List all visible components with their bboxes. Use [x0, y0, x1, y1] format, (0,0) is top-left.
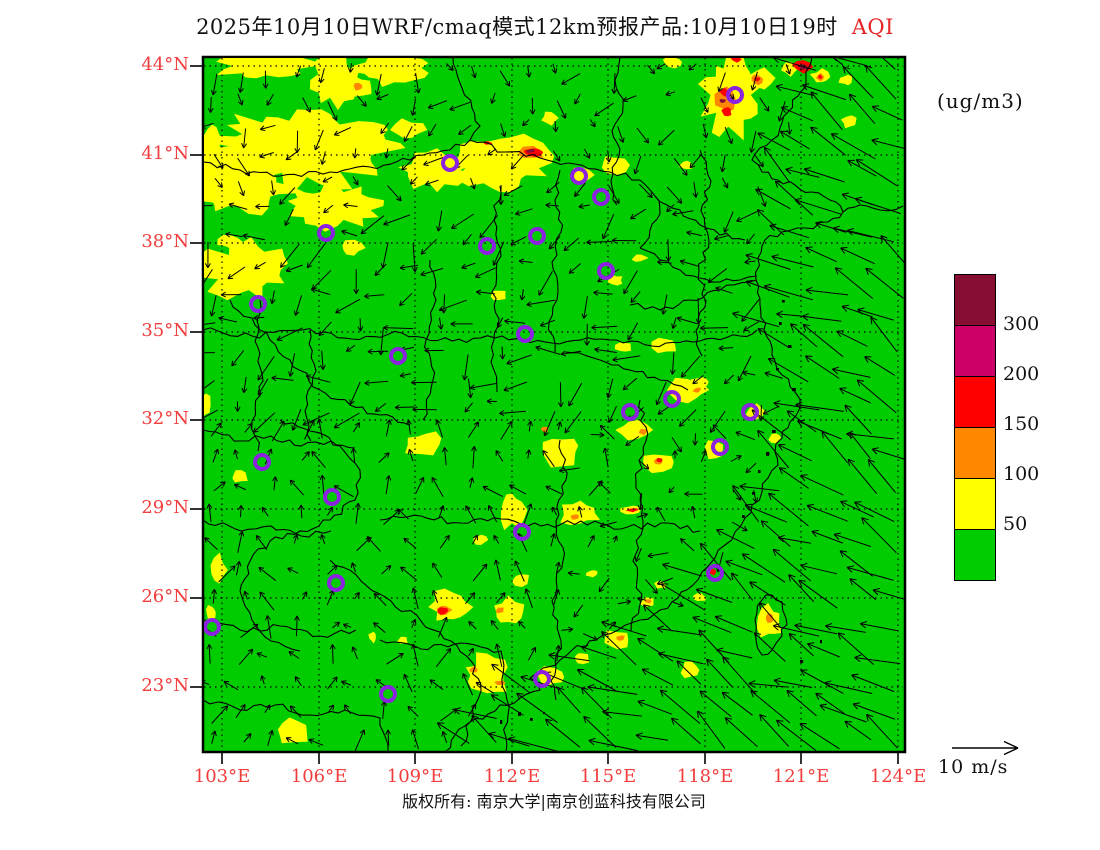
lon-tick-label: 121°E — [772, 766, 830, 787]
lon-tick-label: 103°E — [193, 766, 251, 787]
city-marker — [253, 453, 271, 471]
wind-reference-arrow-icon — [952, 740, 1019, 756]
city-marker — [513, 523, 531, 541]
title-text: 2025年10月10日WRF/cmaq模式12km预报产品:10月10日19时 — [196, 15, 838, 39]
colorbar-segment — [955, 428, 995, 479]
city-marker — [597, 262, 615, 280]
city-marker — [249, 295, 267, 313]
lon-tick-label: 124°E — [869, 766, 927, 787]
city-marker — [327, 574, 345, 592]
lon-tick-label: 118°E — [676, 766, 734, 787]
lat-tick-label: 26°N — [141, 586, 189, 607]
city-marker — [621, 403, 639, 421]
copyright-footer: 版权所有: 南京大学|南京创蓝科技有限公司 — [402, 792, 706, 811]
units-label: (ug/m3) — [937, 89, 1024, 113]
colorbar-segment — [955, 479, 995, 530]
city-marker — [516, 325, 534, 343]
colorbar-tick-label: 200 — [1003, 363, 1040, 385]
city-marker — [663, 390, 681, 408]
city-markers-layer — [204, 86, 759, 703]
colorbar-tick-label: 300 — [1003, 313, 1040, 335]
city-marker — [706, 564, 724, 582]
lat-tick-label: 23°N — [141, 675, 189, 696]
colorbar-tick-label: 50 — [1003, 513, 1028, 535]
page-title: 2025年10月10日WRF/cmaq模式12km预报产品:10月10日19时 A… — [0, 11, 1090, 41]
aqi-fill-layer — [204, 58, 857, 744]
colorbar-tick-label: 150 — [1003, 413, 1040, 435]
city-marker — [389, 347, 407, 365]
lat-tick-label: 29°N — [141, 497, 189, 518]
colorbar-segment — [955, 530, 995, 580]
lat-tick-label: 41°N — [141, 143, 189, 164]
city-marker — [533, 670, 551, 688]
city-marker — [323, 488, 341, 506]
colorbar — [954, 274, 996, 581]
colorbar-segment — [955, 275, 995, 326]
city-marker — [726, 86, 744, 104]
city-marker — [592, 188, 610, 206]
wind-reference-label: 10 m/s — [938, 756, 1009, 778]
map-layers — [204, 58, 904, 751]
city-marker — [570, 167, 588, 185]
lat-tick-label: 32°N — [141, 408, 189, 429]
lon-tick-label: 115°E — [579, 766, 637, 787]
city-marker — [528, 227, 546, 245]
wind-arrows-layer — [204, 58, 904, 751]
colorbar-segment — [955, 326, 995, 377]
city-marker — [379, 685, 397, 703]
lon-tick-label: 112°E — [483, 766, 541, 787]
city-marker — [204, 618, 221, 636]
city-marker — [711, 438, 729, 456]
forecast-map — [190, 55, 907, 764]
city-marker — [317, 224, 335, 242]
lon-tick-label: 106°E — [290, 766, 348, 787]
lon-tick-label: 109°E — [386, 766, 444, 787]
colorbar-tick-label: 100 — [1003, 463, 1040, 485]
city-marker — [441, 154, 459, 172]
lat-tick-label: 44°N — [141, 54, 189, 75]
city-marker — [741, 403, 759, 421]
title-pollutant-label: AQI — [851, 15, 894, 39]
city-marker — [478, 237, 496, 255]
lat-tick-label: 35°N — [141, 320, 189, 341]
lat-tick-label: 38°N — [141, 231, 189, 252]
colorbar-segment — [955, 377, 995, 428]
